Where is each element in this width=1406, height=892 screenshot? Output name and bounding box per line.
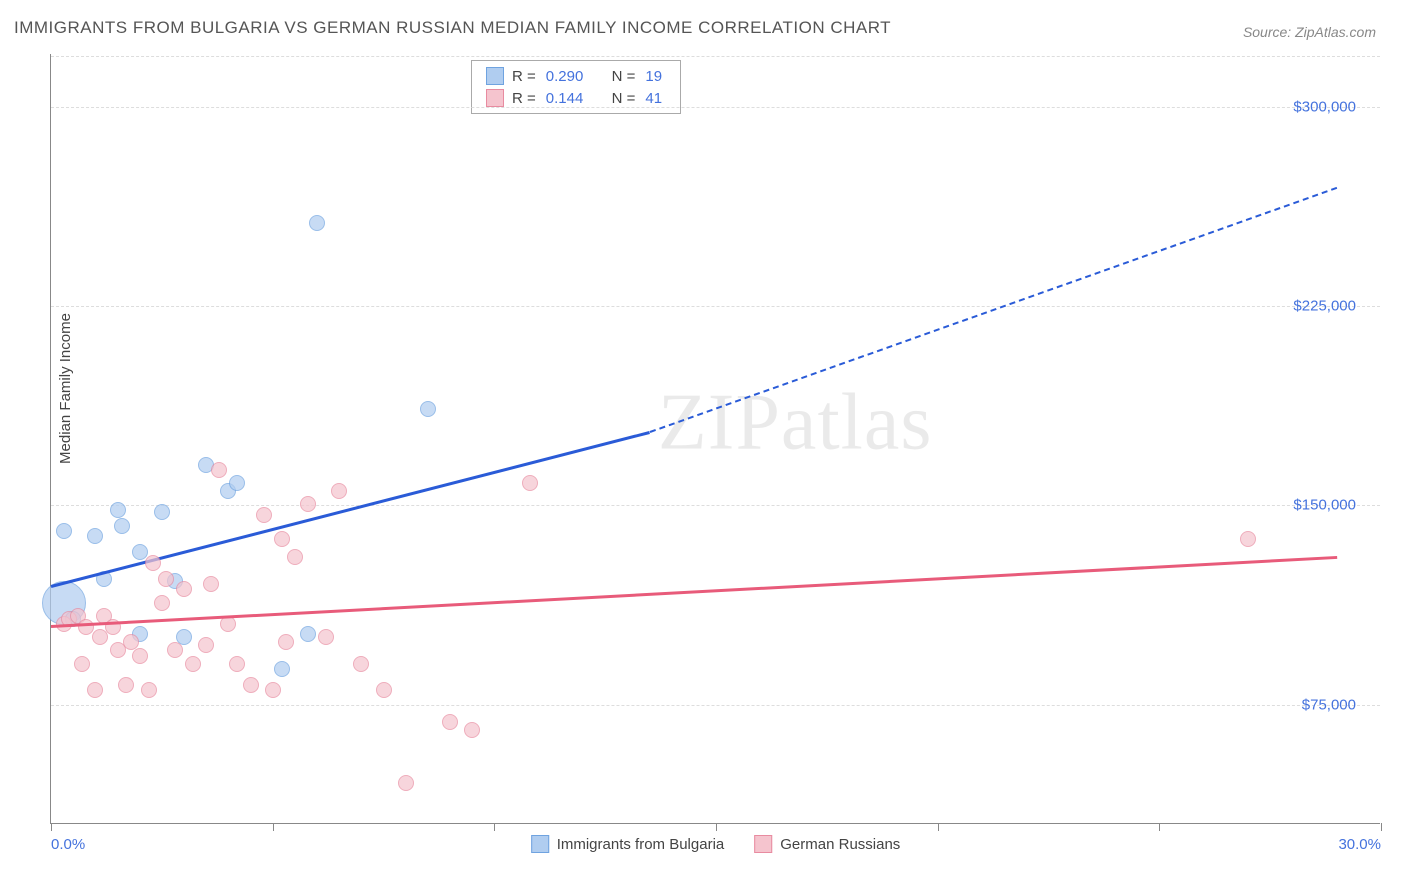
data-point <box>87 682 103 698</box>
data-point <box>318 629 334 645</box>
data-point <box>154 504 170 520</box>
x-tick <box>494 823 495 831</box>
chart-title: IMMIGRANTS FROM BULGARIA VS GERMAN RUSSI… <box>14 18 891 38</box>
legend-swatch <box>754 835 772 853</box>
y-tick-label: $300,000 <box>1293 99 1356 116</box>
watermark: ZIPatlas <box>658 378 933 469</box>
y-tick-label: $150,000 <box>1293 497 1356 514</box>
legend-r-value: 0.144 <box>546 90 584 107</box>
legend-swatch <box>531 835 549 853</box>
data-point <box>274 661 290 677</box>
data-point <box>376 682 392 698</box>
trend-line-extrapolated <box>649 187 1337 433</box>
data-point <box>309 215 325 231</box>
data-point <box>158 571 174 587</box>
source-attribution: Source: ZipAtlas.com <box>1243 24 1376 40</box>
series-legend: Immigrants from Bulgaria German Russians <box>531 835 901 853</box>
y-tick-label: $75,000 <box>1302 696 1356 713</box>
data-point <box>167 642 183 658</box>
gridline <box>51 306 1380 307</box>
legend-swatch <box>486 67 504 85</box>
data-point <box>56 523 72 539</box>
data-point <box>1240 531 1256 547</box>
data-point <box>203 576 219 592</box>
correlation-legend: R = 0.290 N = 19 R = 0.144 N = 41 <box>471 60 681 114</box>
data-point <box>464 722 480 738</box>
data-point <box>353 656 369 672</box>
data-point <box>132 648 148 664</box>
legend-row: R = 0.144 N = 41 <box>486 87 666 109</box>
gridline <box>51 107 1380 108</box>
trend-line <box>51 431 650 587</box>
data-point <box>118 677 134 693</box>
data-point <box>185 656 201 672</box>
plot-area: ZIPatlas R =0.290 N =19R =0.144 N =41 Im… <box>50 54 1380 824</box>
data-point <box>110 502 126 518</box>
legend-r-value: 0.290 <box>546 68 584 85</box>
data-point <box>87 528 103 544</box>
data-point <box>420 401 436 417</box>
legend-r-label: R = <box>512 68 536 85</box>
data-point <box>211 462 227 478</box>
data-point <box>198 637 214 653</box>
legend-item: Immigrants from Bulgaria <box>531 835 725 853</box>
legend-n-label: N = <box>612 90 636 107</box>
data-point <box>274 531 290 547</box>
data-point <box>265 682 281 698</box>
x-tick-label: 30.0% <box>1338 836 1381 853</box>
trend-line <box>51 556 1337 628</box>
x-tick <box>51 823 52 831</box>
data-point <box>114 518 130 534</box>
data-point <box>92 629 108 645</box>
data-point <box>256 507 272 523</box>
data-point <box>243 677 259 693</box>
gridline <box>51 705 1380 706</box>
data-point <box>300 496 316 512</box>
data-point <box>74 656 90 672</box>
legend-row: R = 0.290 N = 19 <box>486 65 666 87</box>
x-tick <box>938 823 939 831</box>
data-point <box>287 549 303 565</box>
data-point <box>398 775 414 791</box>
data-point <box>331 483 347 499</box>
data-point <box>154 595 170 611</box>
data-point <box>229 475 245 491</box>
legend-n-label: N = <box>612 68 636 85</box>
data-point <box>300 626 316 642</box>
legend-n-value: 41 <box>645 90 662 107</box>
data-point <box>442 714 458 730</box>
legend-n-value: 19 <box>645 68 662 85</box>
data-point <box>176 581 192 597</box>
legend-swatch <box>486 89 504 107</box>
x-tick-label: 0.0% <box>51 836 85 853</box>
legend-item: German Russians <box>754 835 900 853</box>
x-tick <box>1381 823 1382 831</box>
gridline <box>51 56 1380 57</box>
data-point <box>145 555 161 571</box>
legend-series-name: German Russians <box>780 836 900 853</box>
x-tick <box>716 823 717 831</box>
legend-series-name: Immigrants from Bulgaria <box>557 836 725 853</box>
data-point <box>229 656 245 672</box>
gridline <box>51 505 1380 506</box>
data-point <box>278 634 294 650</box>
x-tick <box>1159 823 1160 831</box>
y-tick-label: $225,000 <box>1293 298 1356 315</box>
x-tick <box>273 823 274 831</box>
data-point <box>141 682 157 698</box>
data-point <box>522 475 538 491</box>
legend-r-label: R = <box>512 90 536 107</box>
